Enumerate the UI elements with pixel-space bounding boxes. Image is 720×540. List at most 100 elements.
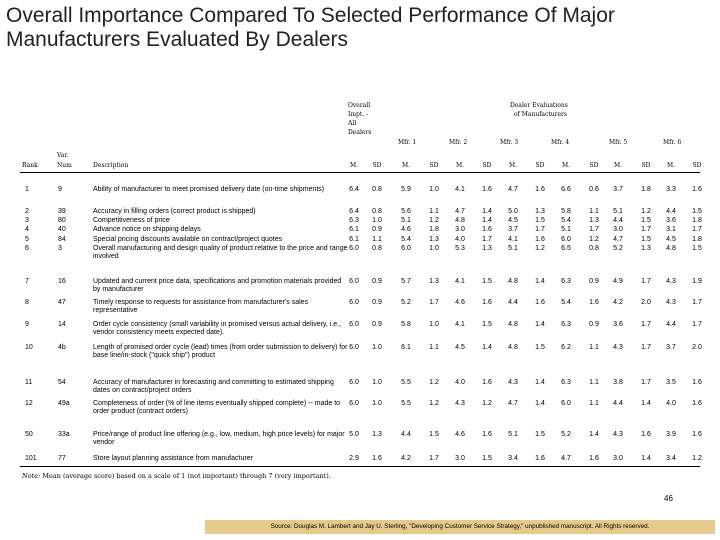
overall-header-line-4: Dealers (348, 129, 372, 136)
sd-cell: 1.5 (429, 431, 439, 438)
sd-cell: 1.0 (429, 245, 439, 252)
mean-cell: 6.3 (561, 379, 571, 386)
mean-cell: 4.3 (666, 299, 676, 306)
sd-cell: 1.7 (641, 226, 651, 233)
rank-cell: 4 (25, 226, 29, 233)
sd-cell: 1.4 (535, 379, 545, 386)
description-header: Description (93, 162, 129, 169)
mean-cell: 5.5 (401, 379, 411, 386)
description-cell: Order cycle consistency (small variabili… (93, 321, 342, 337)
sd-cell: 1.1 (429, 344, 439, 351)
mean-cell: 3.7 (666, 344, 676, 351)
var-num-cell: 80 (58, 217, 66, 224)
sd-cell: 1.6 (482, 226, 492, 233)
mean-cell: 5.2 (401, 299, 411, 306)
sd-cell: 1.3 (429, 278, 439, 285)
overall-header-line-2: Impt. - (348, 111, 369, 118)
sd-column-header: SD (482, 162, 492, 169)
mean-cell: 6.4 (349, 208, 359, 215)
mean-cell: 6.1 (349, 236, 359, 243)
mean-cell: 4.9 (613, 278, 623, 285)
rank-header: Rank (22, 162, 38, 169)
sd-cell: 1.3 (535, 208, 545, 215)
var-num-cell: 9 (58, 186, 62, 193)
rank-cell: 3 (25, 217, 29, 224)
sd-cell: 1.5 (535, 217, 545, 224)
sd-cell: 1.7 (641, 344, 651, 351)
description-cell: Competitiveness of price (93, 217, 170, 224)
sd-cell: 1.0 (372, 400, 382, 407)
description-cell: Accuracy in filling orders (correct prod… (93, 208, 256, 215)
sd-column-header: SD (589, 162, 599, 169)
sd-cell: 1.4 (589, 431, 599, 438)
sd-cell: 0.9 (589, 278, 599, 285)
sd-cell: 1.7 (692, 226, 702, 233)
sd-cell: 1.7 (641, 379, 651, 386)
sd-column-header: SD (641, 162, 651, 169)
sd-cell: 1.6 (535, 455, 545, 462)
mean-cell: 4.1 (455, 278, 465, 285)
var-num-cell: 4b (58, 344, 66, 351)
mean-cell: 4.0 (666, 400, 676, 407)
mfr-2-header: Mfr. 2 (449, 139, 468, 146)
mean-cell: 6.0 (349, 299, 359, 306)
sd-cell: 1.5 (482, 278, 492, 285)
sd-cell: 1.6 (482, 186, 492, 193)
sd-cell: 1.5 (641, 236, 651, 243)
rank-cell: 12 (25, 400, 33, 407)
description-cell: Price/range of product line offering (e.… (93, 431, 345, 447)
mean-cell: 4.5 (508, 217, 518, 224)
sd-cell: 1.6 (535, 299, 545, 306)
mean-cell: 5.0 (349, 431, 359, 438)
sd-cell: 1.2 (429, 217, 439, 224)
mean-column-header: M. (349, 162, 359, 169)
sd-cell: 1.3 (429, 236, 439, 243)
mean-cell: 5.8 (401, 321, 411, 328)
mean-cell: 3.0 (613, 226, 623, 233)
description-cell: Updated and current price data, specific… (93, 278, 342, 294)
sd-cell: 1.0 (429, 321, 439, 328)
sd-cell: 1.0 (429, 186, 439, 193)
description-cell: Accuracy of manufacturer in forecasting … (93, 379, 334, 395)
description-cell: Timely response to requests for assistan… (93, 299, 309, 315)
mean-cell: 5.4 (561, 299, 571, 306)
sd-cell: 1.4 (482, 217, 492, 224)
sd-cell: 1.4 (482, 208, 492, 215)
page-number: 46 (664, 494, 673, 503)
sd-cell: 1.3 (482, 245, 492, 252)
var-num-cell: 49a (58, 400, 70, 407)
mean-cell: 4.8 (508, 321, 518, 328)
sd-cell: 1.7 (641, 321, 651, 328)
mean-cell: 4.8 (508, 344, 518, 351)
mean-cell: 4.8 (508, 278, 518, 285)
sd-cell: 0.9 (372, 226, 382, 233)
sd-cell: 0.9 (589, 321, 599, 328)
overall-header-line-3: All (348, 120, 357, 127)
mean-cell: 6.1 (349, 226, 359, 233)
sd-cell: 0.6 (589, 186, 599, 193)
rank-cell: 1 (25, 186, 29, 193)
var-num-cell: 77 (58, 455, 66, 462)
sd-cell: 1.6 (482, 431, 492, 438)
mean-cell: 5.1 (508, 245, 518, 252)
mean-cell: 3.5 (666, 379, 676, 386)
source-citation: Source: Douglas M. Lambert and Jay U. St… (205, 520, 715, 534)
mean-cell: 3.6 (666, 217, 676, 224)
sd-cell: 1.4 (535, 400, 545, 407)
sd-cell: 0.9 (372, 278, 382, 285)
mean-cell: 6.0 (401, 245, 411, 252)
sd-cell: 1.6 (692, 431, 702, 438)
rank-cell: 9 (25, 321, 29, 328)
sd-cell: 1.7 (429, 299, 439, 306)
mean-cell: 4.3 (666, 278, 676, 285)
mean-cell: 4.2 (401, 455, 411, 462)
rank-cell: 11 (25, 379, 33, 386)
rank-cell: 2 (25, 208, 29, 215)
sd-cell: 1.7 (535, 226, 545, 233)
mean-cell: 4.3 (613, 431, 623, 438)
mean-cell: 6.0 (349, 278, 359, 285)
mean-column-header: M. (561, 162, 571, 169)
mean-cell: 5.4 (561, 217, 571, 224)
sd-cell: 1.7 (641, 278, 651, 285)
sd-cell: 1.4 (535, 321, 545, 328)
